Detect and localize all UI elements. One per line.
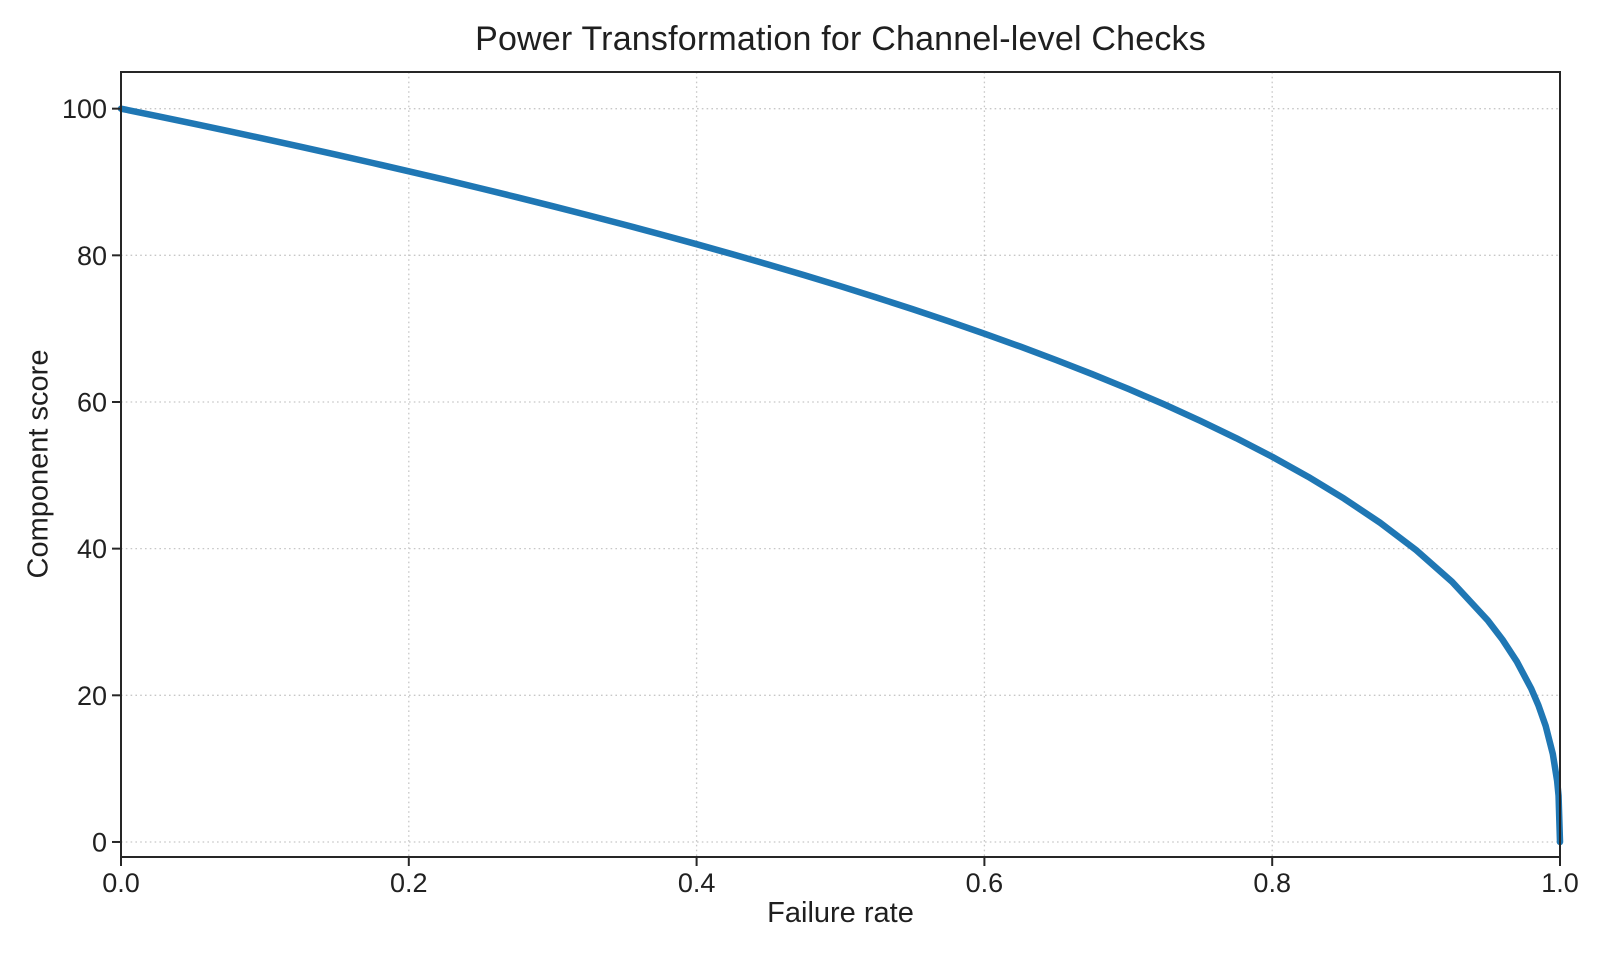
y-tick-label: 40 — [77, 534, 107, 564]
chart-title: Power Transformation for Channel-level C… — [475, 20, 1206, 58]
x-tick-label: 0.4 — [678, 868, 716, 898]
x-tick-label: 0.2 — [390, 868, 428, 898]
y-tick-label: 60 — [77, 387, 107, 417]
y-axis-label: Component score — [22, 349, 55, 579]
axes-frame — [120, 71, 1561, 858]
x-tick-label: 0.6 — [966, 868, 1004, 898]
y-tick-label: 20 — [77, 681, 107, 711]
y-tick-label: 100 — [62, 94, 107, 124]
x-tick-label: 0.0 — [102, 868, 140, 898]
y-tick-label: 80 — [77, 241, 107, 271]
series-line-component-score-curve — [117, 105, 1564, 846]
y-tick-label: 0 — [92, 827, 107, 857]
x-tick-label: 1.0 — [1541, 868, 1579, 898]
x-tick-label: 0.8 — [1253, 868, 1291, 898]
x-axis-label: Failure rate — [767, 897, 914, 929]
